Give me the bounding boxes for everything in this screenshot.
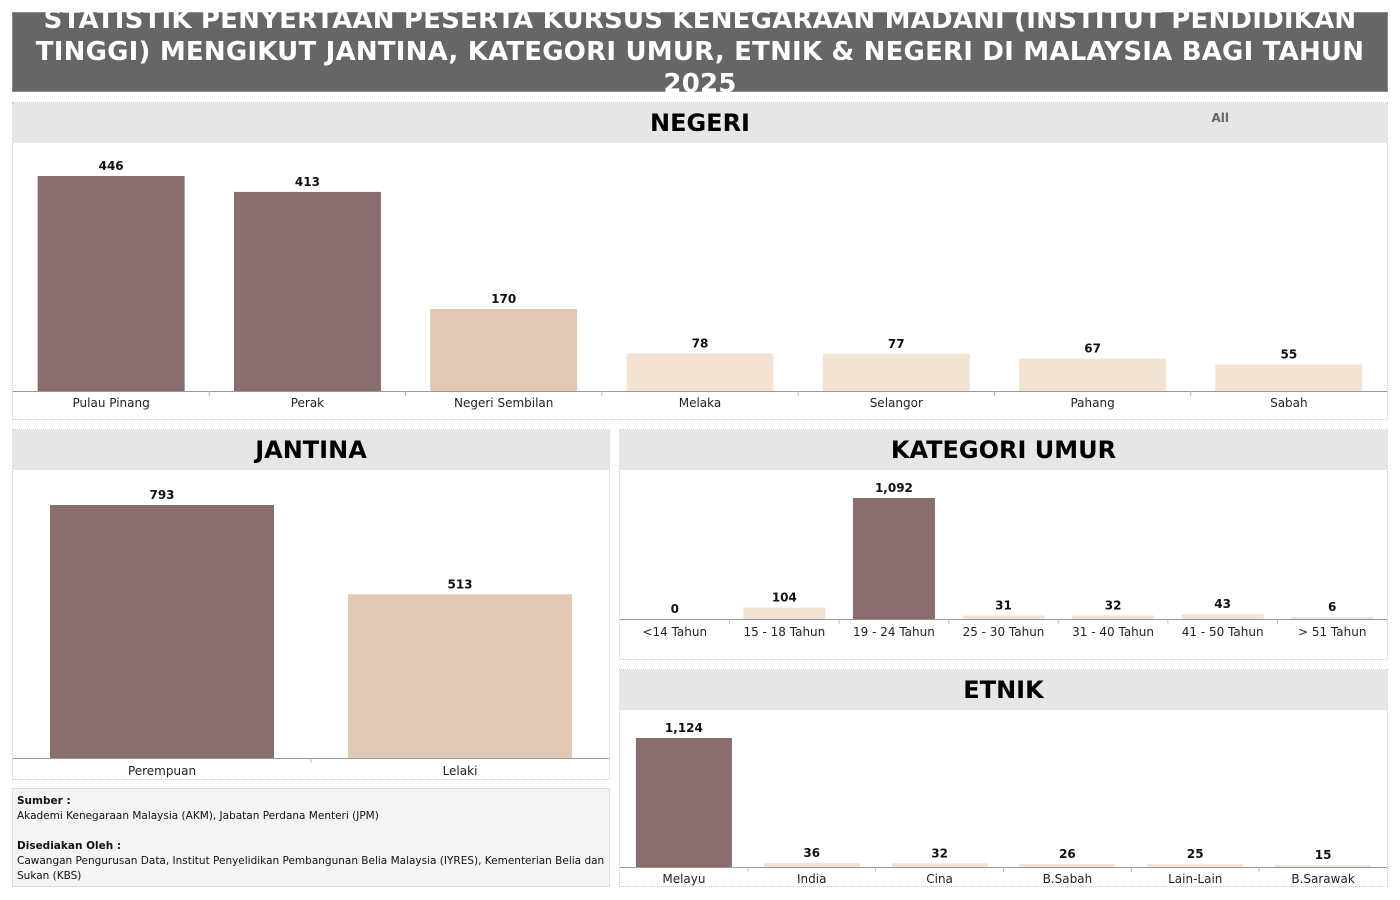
category-label-jantina-1: Lelaki bbox=[443, 764, 478, 778]
category-label-etnik-1: India bbox=[797, 872, 826, 886]
value-label-umur-3: 31 bbox=[995, 599, 1012, 613]
category-label-etnik-3: B.Sabah bbox=[1043, 872, 1093, 886]
value-label-etnik-5: 15 bbox=[1315, 848, 1332, 862]
value-label-jantina-1: 513 bbox=[447, 577, 472, 591]
category-label-etnik-0: Melayu bbox=[662, 872, 705, 886]
category-label-negeri-6: Sabah bbox=[1270, 396, 1308, 410]
bar-etnik-4[interactable] bbox=[1147, 864, 1244, 867]
value-label-umur-6: 6 bbox=[1328, 600, 1336, 614]
bar-etnik-3[interactable] bbox=[1019, 864, 1116, 867]
category-label-umur-3: 25 - 30 Tahun bbox=[963, 625, 1045, 639]
category-label-negeri-2: Negeri Sembilan bbox=[454, 396, 553, 410]
bar-umur-4[interactable] bbox=[1072, 615, 1155, 619]
chart-title-jantina: JANTINA bbox=[255, 436, 367, 464]
chart-negeri: 446 Pulau Pinang 413 Perak 170 Negeri Sembila… bbox=[13, 159, 1387, 410]
value-label-jantina-0: 793 bbox=[149, 488, 174, 502]
bar-negeri-6[interactable] bbox=[1215, 364, 1363, 391]
value-label-etnik-0: 1,124 bbox=[665, 721, 703, 735]
value-label-etnik-4: 25 bbox=[1187, 847, 1204, 861]
value-label-negeri-6: 55 bbox=[1281, 347, 1298, 361]
bar-jantina-1[interactable] bbox=[348, 594, 572, 758]
bar-negeri-2[interactable] bbox=[430, 309, 578, 391]
bar-etnik-5[interactable] bbox=[1275, 865, 1372, 867]
value-label-umur-1: 104 bbox=[772, 590, 797, 604]
dashboard-title: STATISTIK PENYERTAAN PESERTA KURSUS KENE… bbox=[12, 5, 1388, 99]
category-label-umur-0: <14 Tahun bbox=[642, 625, 707, 639]
category-label-negeri-1: Perak bbox=[291, 396, 324, 410]
source-box: Sumber : Akademi Kenegaraan Malaysia (AK… bbox=[12, 788, 610, 887]
value-label-etnik-2: 32 bbox=[931, 846, 948, 860]
panel-header-umur: KATEGORI UMUR bbox=[620, 430, 1387, 470]
value-label-umur-5: 43 bbox=[1214, 597, 1231, 611]
panel-umur: KATEGORI UMUR 0 <14 Tahun 104 15 - 18 Tahun… bbox=[619, 429, 1388, 660]
category-label-umur-4: 31 - 40 Tahun bbox=[1072, 625, 1154, 639]
disediakan-heading: Disediakan Oleh : bbox=[17, 840, 122, 852]
value-label-negeri-3: 78 bbox=[692, 336, 709, 350]
sumber-text: Akademi Kenegaraan Malaysia (AKM), Jabat… bbox=[17, 810, 379, 822]
category-label-etnik-4: Lain-Lain bbox=[1168, 872, 1222, 886]
bar-umur-2[interactable] bbox=[852, 498, 935, 619]
category-label-negeri-3: Melaka bbox=[679, 396, 722, 410]
bar-etnik-0[interactable] bbox=[635, 738, 732, 867]
value-label-umur-2: 1,092 bbox=[875, 481, 913, 495]
category-label-negeri-5: Pahang bbox=[1070, 396, 1114, 410]
title-line-1: STATISTIK PENYERTAAN PESERTA KURSUS KENE… bbox=[43, 5, 1357, 35]
panel-negeri: NEGERI All 446 Pulau Pinang 413 Perak 170 Neg… bbox=[12, 102, 1388, 420]
bar-etnik-2[interactable] bbox=[891, 863, 988, 867]
value-label-negeri-4: 77 bbox=[888, 337, 905, 351]
chart-title-etnik: ETNIK bbox=[963, 676, 1044, 704]
category-label-negeri-0: Pulau Pinang bbox=[73, 396, 150, 410]
bar-negeri-5[interactable] bbox=[1019, 358, 1167, 391]
value-label-negeri-1: 413 bbox=[295, 175, 320, 189]
bar-negeri-3[interactable] bbox=[626, 353, 774, 391]
category-label-umur-5: 41 - 50 Tahun bbox=[1182, 625, 1264, 639]
panel-header-etnik: ETNIK bbox=[620, 670, 1387, 710]
value-label-negeri-0: 446 bbox=[99, 159, 124, 173]
category-label-umur-1: 15 - 18 Tahun bbox=[743, 625, 825, 639]
value-label-etnik-3: 26 bbox=[1059, 847, 1076, 861]
bar-umur-6[interactable] bbox=[1291, 617, 1374, 619]
bar-jantina-0[interactable] bbox=[50, 505, 274, 758]
panel-etnik: ETNIK 1,124 Melayu 36 India 32 Cina 26 B.Sabah 2… bbox=[619, 669, 1388, 887]
bar-umur-5[interactable] bbox=[1181, 614, 1264, 619]
category-label-umur-2: 19 - 24 Tahun bbox=[853, 625, 935, 639]
chart-jantina: 793 Perempuan 513 Lelaki bbox=[13, 488, 609, 778]
category-label-umur-6: > 51 Tahun bbox=[1298, 625, 1366, 639]
disediakan-text: Cawangan Pengurusan Data, Institut Penye… bbox=[17, 855, 605, 882]
bar-negeri-0[interactable] bbox=[37, 176, 185, 391]
bar-negeri-1[interactable] bbox=[233, 191, 381, 391]
category-label-negeri-4: Selangor bbox=[870, 396, 923, 410]
value-label-umur-4: 32 bbox=[1105, 598, 1122, 612]
chart-title-negeri: NEGERI bbox=[650, 109, 750, 137]
sumber-heading: Sumber : bbox=[17, 795, 71, 807]
bar-umur-3[interactable] bbox=[962, 615, 1045, 619]
panel-header-jantina: JANTINA bbox=[13, 430, 609, 470]
category-label-etnik-5: B.Sarawak bbox=[1291, 872, 1354, 886]
bar-negeri-4[interactable] bbox=[822, 353, 970, 391]
filter-all[interactable]: All bbox=[1211, 111, 1229, 125]
value-label-negeri-5: 67 bbox=[1084, 342, 1101, 356]
chart-umur: 0 <14 Tahun 104 15 - 18 Tahun 1,092 19 - 24 T… bbox=[620, 481, 1387, 639]
chart-etnik: 1,124 Melayu 36 India 32 Cina 26 B.Sabah 25 Lain-… bbox=[620, 721, 1387, 886]
title-line-2: TINGGI) MENGIKUT JANTINA, KATEGORI UMUR,… bbox=[35, 37, 1365, 99]
bar-umur-1[interactable] bbox=[743, 607, 826, 619]
category-label-etnik-2: Cina bbox=[926, 872, 953, 886]
value-label-negeri-2: 170 bbox=[491, 292, 516, 306]
value-label-umur-0: 0 bbox=[671, 602, 679, 616]
chart-title-umur: KATEGORI UMUR bbox=[890, 436, 1117, 464]
value-label-etnik-1: 36 bbox=[803, 846, 820, 860]
category-label-jantina-0: Perempuan bbox=[128, 764, 196, 778]
panel-jantina: JANTINA 793 Perempuan 513 Lelaki bbox=[12, 429, 610, 780]
panel-header-negeri: NEGERI All bbox=[13, 103, 1387, 143]
bar-etnik-1[interactable] bbox=[763, 862, 860, 867]
